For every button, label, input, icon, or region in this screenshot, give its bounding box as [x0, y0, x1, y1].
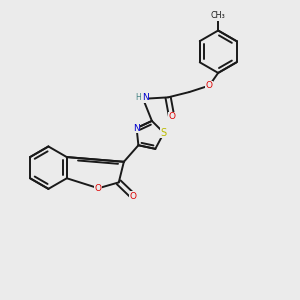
Text: CH₃: CH₃: [211, 11, 226, 20]
Text: N: N: [142, 93, 149, 102]
Text: O: O: [95, 184, 102, 193]
Text: O: O: [168, 112, 175, 121]
Text: H: H: [135, 93, 141, 102]
Text: N: N: [133, 124, 140, 133]
Text: O: O: [206, 81, 213, 90]
Text: S: S: [161, 128, 167, 138]
Text: O: O: [130, 192, 137, 201]
